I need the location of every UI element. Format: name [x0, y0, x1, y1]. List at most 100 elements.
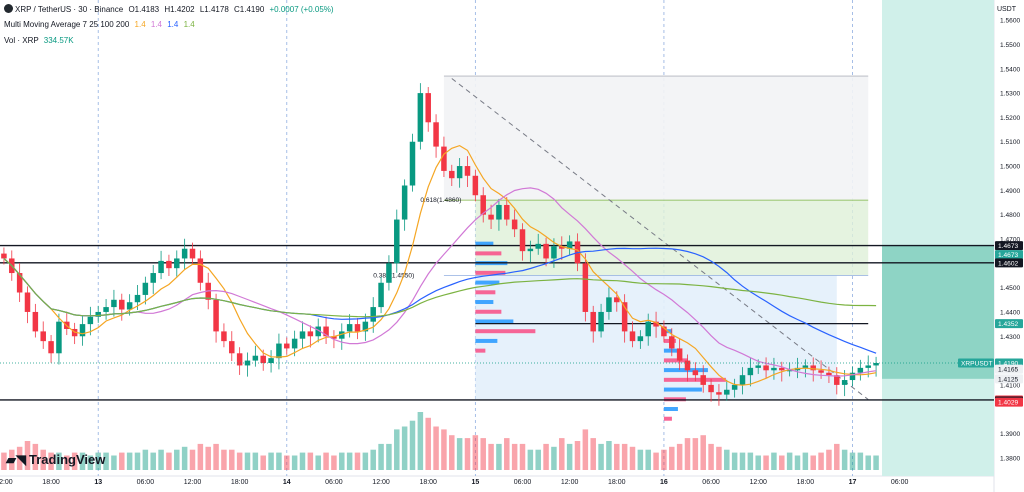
- volume-bar: [865, 455, 871, 470]
- time-tick-label: 12:00: [749, 479, 767, 486]
- price-tag-bg: [995, 397, 1023, 407]
- candle-body: [519, 229, 526, 252]
- ma100-value: 1.4: [167, 20, 179, 29]
- volume-bar: [456, 438, 463, 470]
- volume-bar: [276, 452, 282, 470]
- tradingview-watermark: ▰◥ TradingView: [6, 452, 105, 468]
- volume-bar: [323, 452, 329, 470]
- volume-bar: [394, 429, 400, 470]
- price-tick-label: 1.4300: [1000, 334, 1021, 341]
- volume-bar: [386, 443, 392, 470]
- volume-profile-bar: [475, 290, 496, 295]
- symbol-title[interactable]: XRP / TetherUS · 30 · Binance: [15, 5, 124, 14]
- candle-body: [260, 355, 266, 364]
- volume-bar: [370, 449, 376, 470]
- candle-body: [409, 141, 416, 186]
- candle-body: [299, 331, 306, 339]
- price-tag-text: 1.4352: [998, 321, 1019, 328]
- volume-bar: [857, 452, 864, 470]
- price-tag-bg: [958, 358, 994, 368]
- candle-body: [771, 367, 777, 371]
- candle-body: [637, 336, 644, 342]
- volume-bar: [519, 443, 526, 470]
- currency-label: USDT: [996, 6, 1016, 13]
- price-tick-label: 1.4500: [1000, 285, 1021, 292]
- volume-bar: [794, 455, 801, 470]
- candle-body: [504, 204, 510, 220]
- ma7-value: 1.4: [134, 20, 146, 29]
- volume-bar: [64, 455, 70, 470]
- candle-body: [291, 338, 298, 349]
- candle-body: [849, 372, 856, 381]
- price-tick-label: 1.4700: [1000, 237, 1021, 244]
- time-tick-label: 06:00: [325, 479, 343, 486]
- volume-bar: [433, 426, 439, 470]
- volume-indicator-label[interactable]: Vol · XRP: [4, 36, 39, 45]
- time-tick-label: 18:00: [419, 479, 437, 486]
- ma-indicator-label[interactable]: Multi Moving Average 7 25 100 200: [4, 20, 130, 29]
- candle-body: [111, 299, 117, 308]
- volume-profile-bar: [475, 338, 498, 343]
- candle-body: [755, 365, 761, 368]
- volume-bar: [126, 452, 133, 470]
- candle-body: [126, 302, 133, 310]
- price-tag-bg: [995, 250, 1023, 260]
- price-tick-label: 1.5200: [1000, 115, 1021, 122]
- projection-band: [882, 245, 994, 379]
- candle-body: [716, 392, 722, 395]
- candle-body: [354, 324, 361, 332]
- volume-bar: [724, 449, 730, 470]
- volume-bar: [669, 446, 675, 470]
- candle-body: [236, 353, 243, 366]
- volume-bar: [684, 438, 691, 470]
- candle-body: [441, 146, 447, 171]
- candle-body: [779, 367, 785, 371]
- volume-profile-bar: [663, 387, 702, 392]
- candle-body: [40, 331, 46, 342]
- time-tick-label: 06:00: [137, 479, 155, 486]
- price-tick-label: 1.4900: [1000, 188, 1021, 195]
- volume-bar: [763, 455, 769, 470]
- price-tick-label: 1.4800: [1000, 212, 1021, 219]
- volume-bar: [716, 446, 722, 470]
- candle-body: [865, 365, 871, 368]
- volume-bar: [174, 449, 180, 470]
- volume-bar: [645, 449, 651, 470]
- tradingview-logo-icon: ▰◥: [6, 452, 26, 467]
- volume-profile-bar: [663, 416, 672, 421]
- candle-body: [252, 355, 259, 361]
- time-tick-label: 12:00: [372, 479, 390, 486]
- ma200-line: [3, 258, 877, 318]
- open-value: O1.4183: [128, 5, 160, 14]
- price-tag-bg: [995, 319, 1023, 329]
- candle-body: [669, 336, 675, 349]
- volume-bar: [378, 443, 384, 470]
- price-tag: 1.4165: [995, 364, 1023, 374]
- volume-bar: [598, 443, 604, 470]
- volume-profile-bar: [475, 319, 514, 324]
- candle-body: [229, 341, 235, 354]
- price-tag-text: 1.4125: [998, 376, 1019, 383]
- volume-bar: [95, 452, 101, 470]
- time-tick-label: 12:00: [561, 479, 579, 486]
- volume-bar: [1, 452, 7, 470]
- candle-body: [614, 297, 620, 303]
- price-tick-label: 1.5000: [1000, 164, 1021, 171]
- candle-body: [16, 273, 23, 293]
- volume-bar: [229, 449, 235, 470]
- volume-bar: [527, 449, 534, 470]
- candle-body: [559, 246, 565, 249]
- volume-bar: [205, 446, 211, 470]
- price-tick-label: 1.3800: [1000, 455, 1021, 462]
- candle-body: [56, 321, 62, 354]
- volume-bar: [441, 429, 447, 470]
- volume-bar: [354, 452, 361, 470]
- candle-body: [488, 214, 494, 220]
- volume-bar: [142, 449, 149, 470]
- time-tick-label: 16: [660, 479, 668, 486]
- price-tag: XRPUSDT: [958, 358, 994, 368]
- candle-body: [95, 311, 101, 317]
- candle-body: [433, 122, 439, 147]
- volume-bar: [111, 455, 117, 470]
